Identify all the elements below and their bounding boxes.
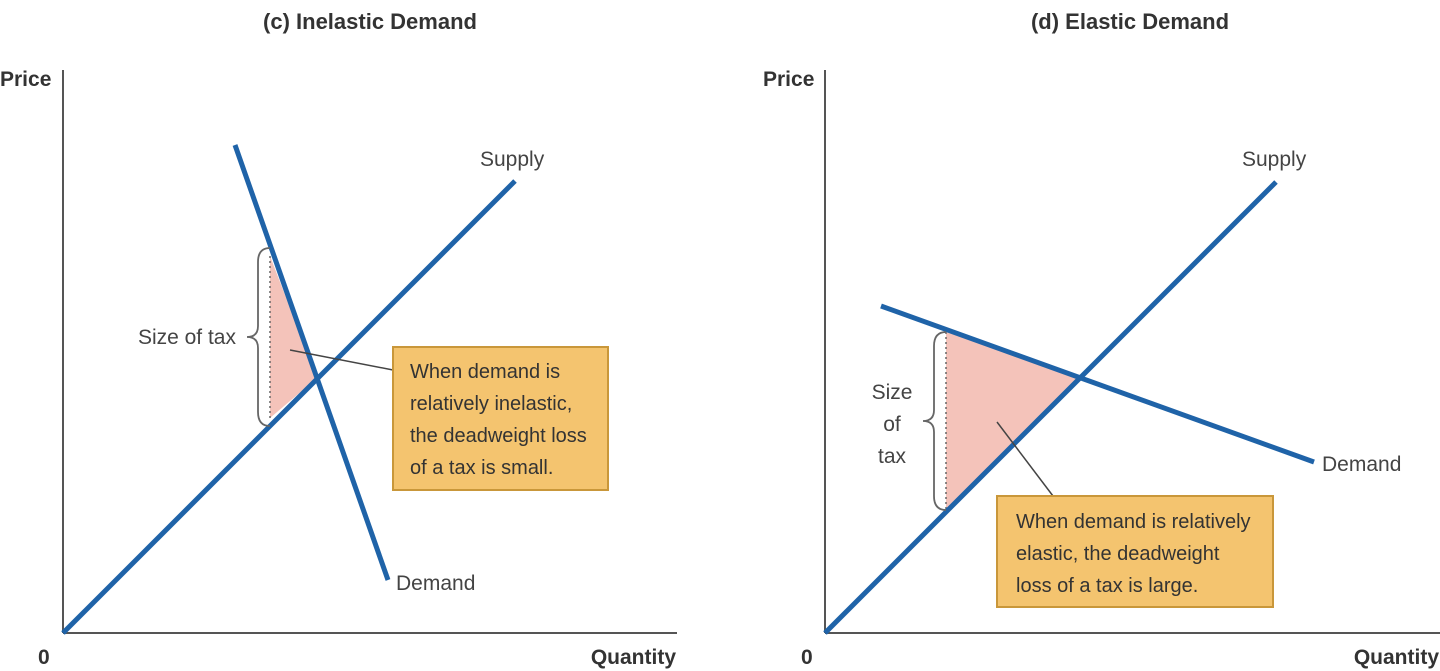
tax-size-label-line-3: tax xyxy=(878,445,907,468)
panel-title: (d) Elastic Demand xyxy=(1031,9,1229,34)
panel-title: (c) Inelastic Demand xyxy=(263,9,477,34)
supply-label: Supply xyxy=(1242,148,1307,171)
deadweight-loss-triangle xyxy=(270,256,317,418)
tax-size-label-line-2: of xyxy=(883,413,901,436)
annotation-leader-line xyxy=(996,421,1054,497)
panel-inelastic: (c) Inelastic Demand Price Quantity 0 Su… xyxy=(0,9,677,669)
tax-size-label-line-1: Size xyxy=(872,381,913,404)
annotation-line-3: the deadweight loss xyxy=(410,425,587,447)
annotation-box xyxy=(996,495,1274,608)
tax-size-label: Size of tax xyxy=(138,326,237,349)
annotation-line-2: elastic, the deadweight xyxy=(1016,543,1220,565)
annotation-box xyxy=(392,346,609,491)
annotation-line-1: When demand is xyxy=(410,361,560,383)
demand-label: Demand xyxy=(396,572,475,595)
annotation-leader-line xyxy=(289,349,394,371)
annotation-line-4: of a tax is small. xyxy=(410,457,553,479)
demand-curve xyxy=(232,144,391,581)
origin-label: 0 xyxy=(38,646,50,669)
demand-label: Demand xyxy=(1322,453,1401,476)
x-axis-label: Quantity xyxy=(591,646,676,669)
tax-brace xyxy=(246,247,271,427)
y-axis-label: Price xyxy=(763,68,814,91)
tax-brace xyxy=(922,331,947,511)
origin-label: 0 xyxy=(801,646,813,669)
supply-curve xyxy=(61,179,517,635)
panel-elastic: (d) Elastic Demand Price Quantity 0 Supp… xyxy=(763,9,1440,669)
y-axis-label: Price xyxy=(0,68,51,91)
annotation-line-1: When demand is relatively xyxy=(1016,511,1251,533)
demand-curve xyxy=(880,303,1315,465)
supply-curve xyxy=(823,180,1278,635)
supply-label: Supply xyxy=(480,148,545,171)
annotation-line-2: relatively inelastic, xyxy=(410,393,572,415)
deadweight-loss-triangle xyxy=(946,332,1079,510)
x-axis-label: Quantity xyxy=(1354,646,1439,669)
annotation-line-3: loss of a tax is large. xyxy=(1016,575,1198,597)
